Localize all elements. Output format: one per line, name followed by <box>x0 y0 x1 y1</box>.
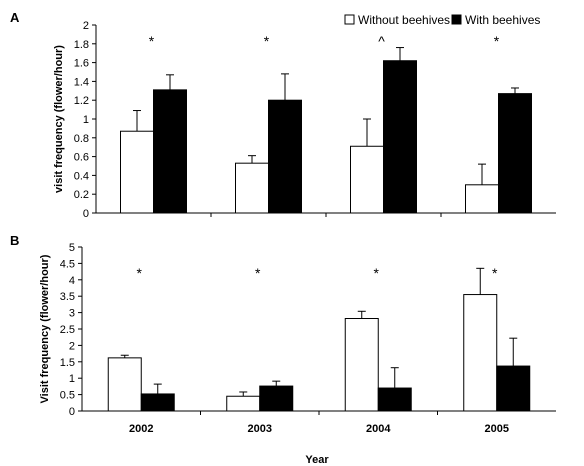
y-tick-label: 2 <box>69 340 75 352</box>
y-tick-label: 4 <box>69 275 75 287</box>
y-tick-label: 1 <box>69 373 75 385</box>
y-tick-label: 3 <box>69 308 75 320</box>
y-tick-label: 1.8 <box>74 39 89 51</box>
y-tick-label: 1 <box>83 114 89 126</box>
panel-b-chart: B 0 0.5 1 1.5 2 2.5 3 3.5 4 4.5 5 Visit frequency (f… <box>10 233 556 466</box>
x-tick-label: 2005 <box>485 423 509 435</box>
x-tick-label: 2004 <box>366 423 391 435</box>
bar-with-beehives-2005 <box>498 93 532 214</box>
y-tick-label: 0.8 <box>74 133 89 145</box>
y-axis-title: visit frequency (flower/hour) <box>53 45 65 193</box>
bar-without-beehives-2002 <box>107 357 142 412</box>
y-tick-label: 0.2 <box>74 189 89 201</box>
legend-label: Without beehives <box>358 13 450 27</box>
significance-marker: * <box>255 265 261 281</box>
bar-without-beehives-2004 <box>344 318 379 412</box>
significance-marker: * <box>492 265 498 281</box>
bar-with-beehives-2004 <box>383 60 417 214</box>
panel-label: B <box>10 233 19 248</box>
bar-without-beehives-2003 <box>235 162 269 214</box>
y-tick-label: 0.6 <box>74 152 89 164</box>
significance-marker: * <box>374 265 380 281</box>
significance-marker: * <box>137 265 143 281</box>
bar-with-beehives-2003 <box>268 99 302 214</box>
panel-label: A <box>10 10 20 25</box>
y-tick-label: 2 <box>83 20 89 32</box>
bar-without-beehives-2002 <box>120 130 154 214</box>
legend-swatch-with-beehives <box>451 14 462 25</box>
significance-marker: * <box>149 33 155 49</box>
x-tick-label: 2002 <box>129 423 153 435</box>
significance-marker: ^ <box>378 33 385 49</box>
panel-a-chart: A 0 0.2 0.4 0.6 0.8 1 1.2 1.4 1.6 1.8 2 visit freque… <box>10 10 556 220</box>
y-tick-label: 5 <box>69 242 75 254</box>
bar-with-beehives-2002 <box>153 89 187 214</box>
y-tick-label: 0 <box>83 208 89 220</box>
legend-swatch-without-beehives <box>344 14 355 25</box>
bar-with-beehives-2005 <box>496 365 531 412</box>
significance-marker: * <box>494 33 500 49</box>
y-tick-label: 4.5 <box>60 258 75 270</box>
bar-without-beehives-2005 <box>465 184 499 214</box>
y-tick-label: 0.4 <box>74 170 89 182</box>
y-tick-label: 0 <box>69 406 75 418</box>
bar-without-beehives-2005 <box>463 294 498 412</box>
significance-marker: * <box>264 33 270 49</box>
y-axis-title: Visit frequency (flower/hour) <box>39 254 51 403</box>
x-tick-label: 2003 <box>248 423 272 435</box>
bar-without-beehives-2003 <box>226 395 261 412</box>
x-axis-title: Year <box>305 454 329 466</box>
bar-with-beehives-2002 <box>140 393 175 412</box>
bar-with-beehives-2003 <box>259 385 294 412</box>
y-tick-label: 1.5 <box>60 357 75 369</box>
y-tick-label: 1.6 <box>74 58 89 70</box>
legend-label: With beehives <box>465 13 540 27</box>
y-tick-label: 1.2 <box>74 95 89 107</box>
y-tick-label: 0.5 <box>60 390 75 402</box>
bar-with-beehives-2004 <box>377 387 412 412</box>
y-tick-label: 3.5 <box>60 291 75 303</box>
bar-without-beehives-2004 <box>350 145 384 214</box>
y-tick-label: 1.4 <box>74 76 89 88</box>
y-tick-label: 2.5 <box>60 324 75 336</box>
